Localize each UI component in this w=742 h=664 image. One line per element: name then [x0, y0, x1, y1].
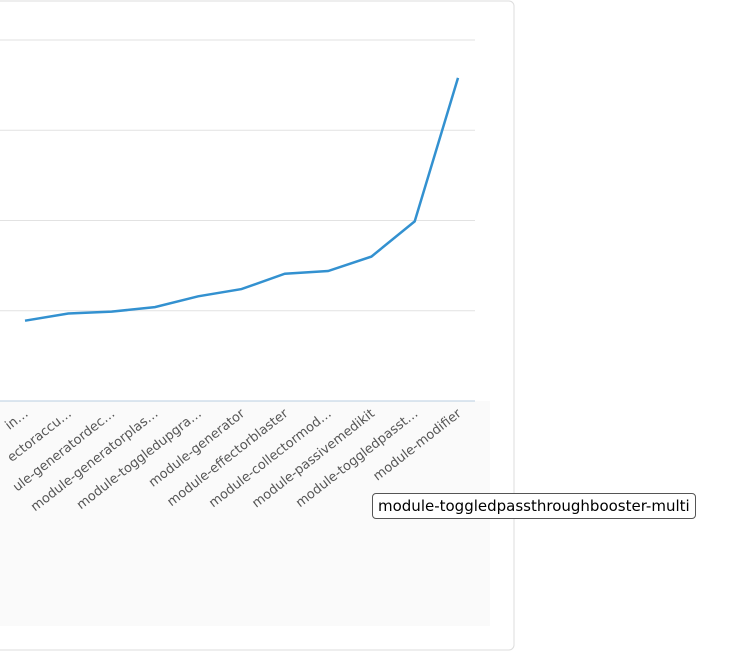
- plot-area: [0, 26, 490, 401]
- tooltip: module-toggledpassthroughbooster-multi: [372, 493, 696, 519]
- line: [24, 77, 460, 322]
